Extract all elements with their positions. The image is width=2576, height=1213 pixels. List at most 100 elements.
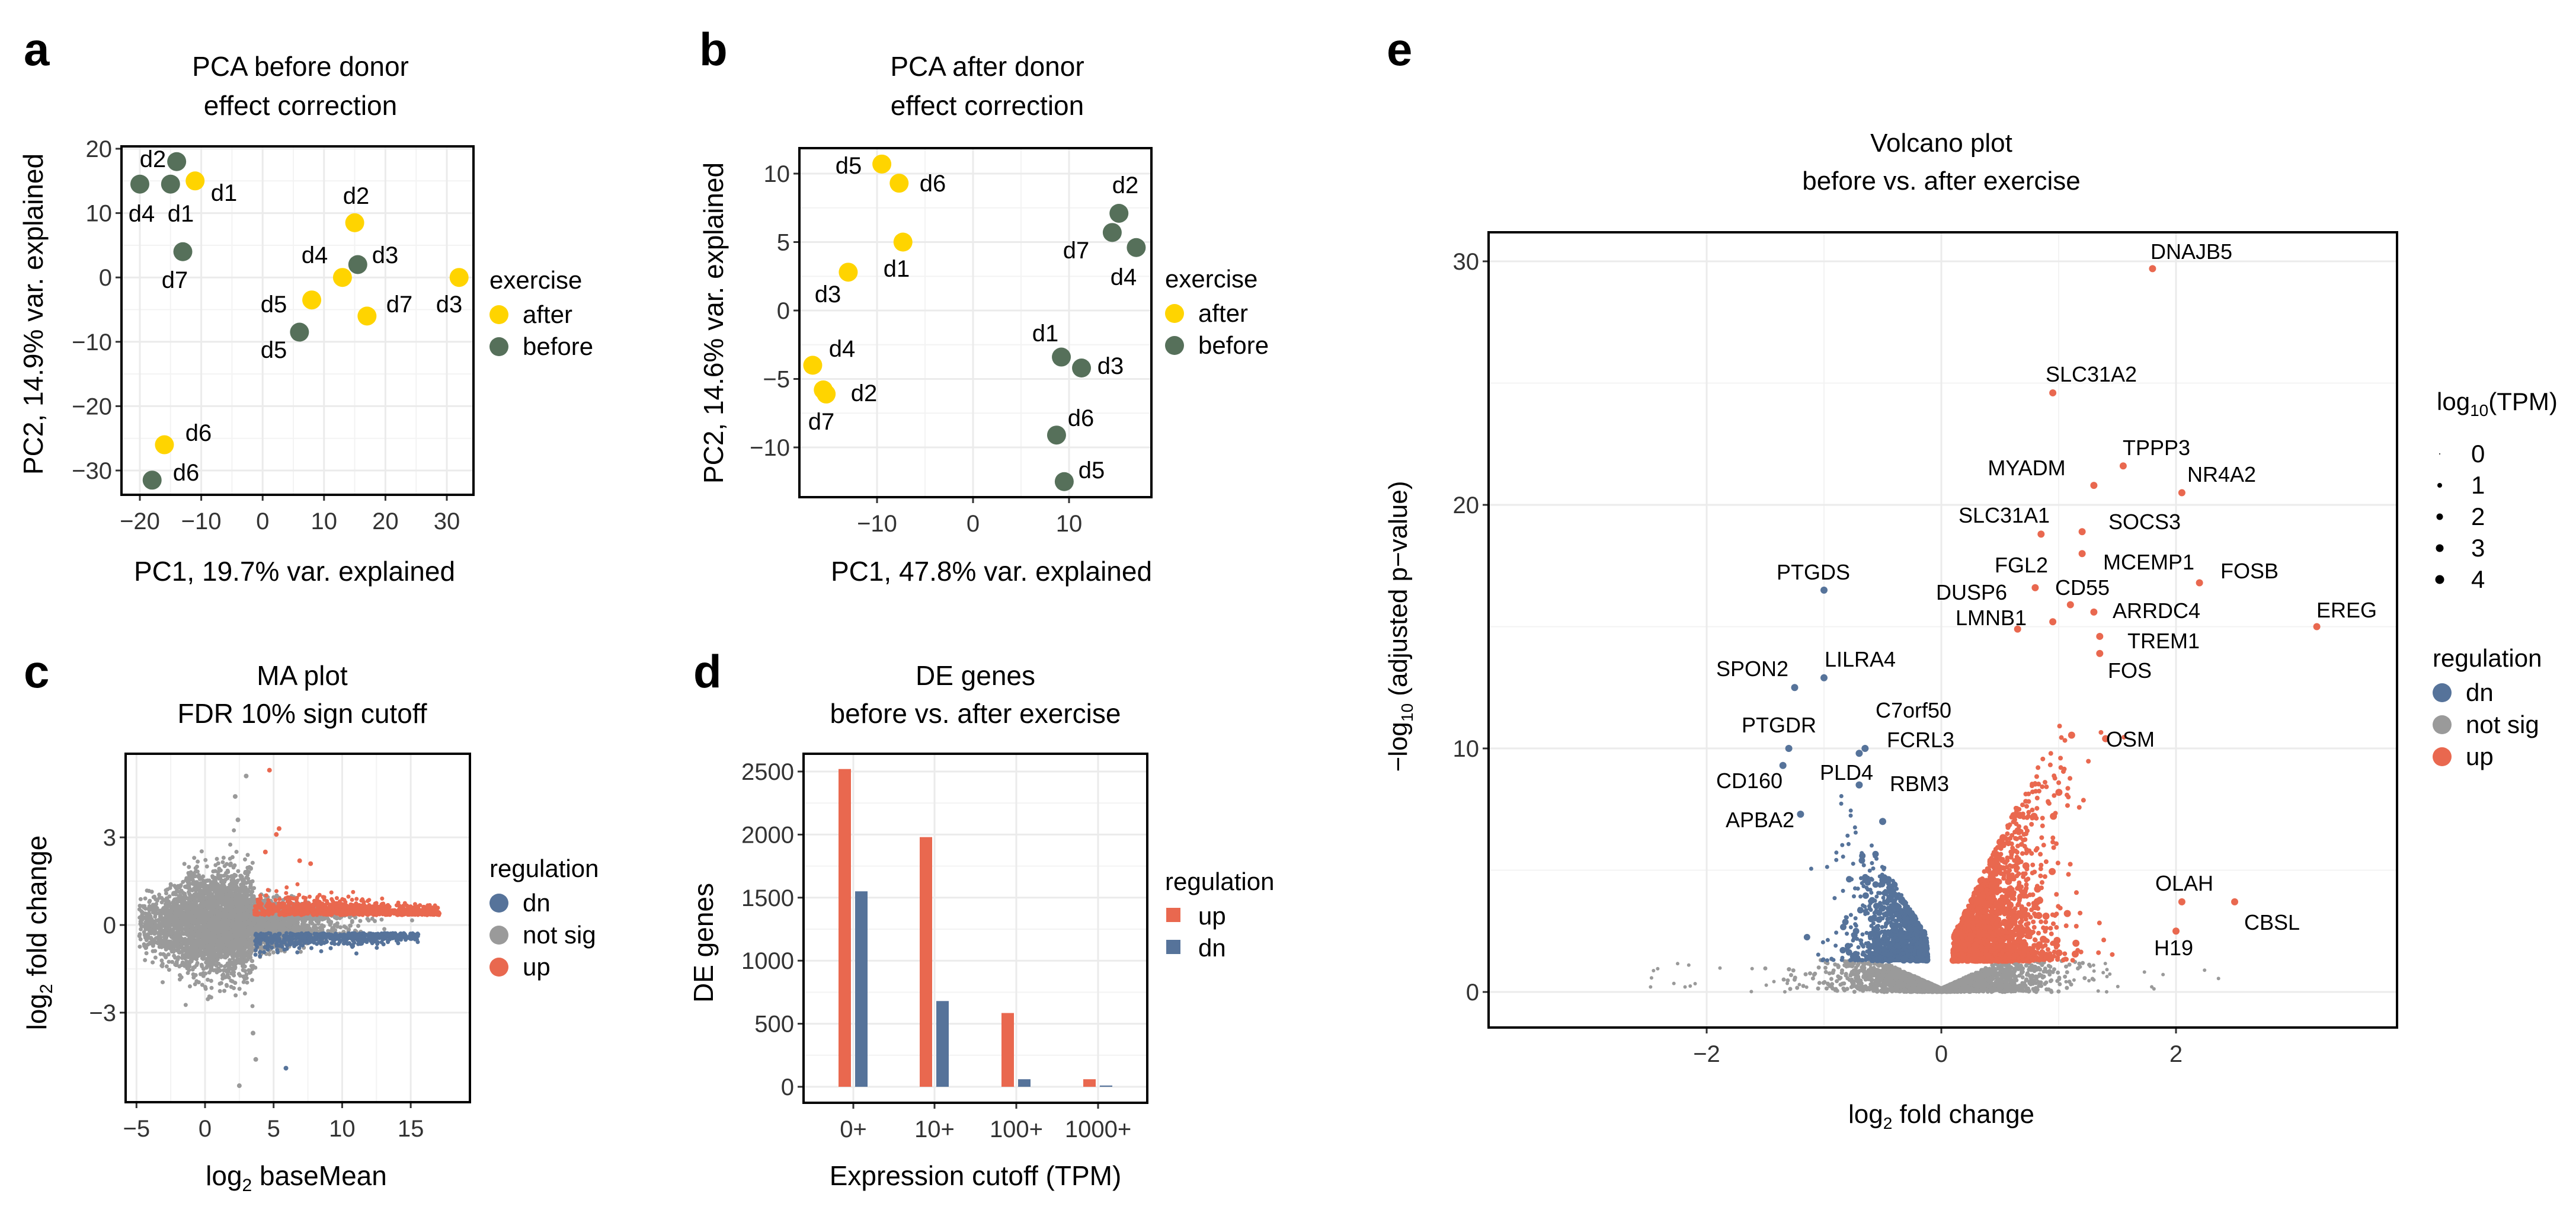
data-point-not-sig: [256, 921, 261, 926]
data-point-not-sig: [143, 946, 148, 950]
data-point-not-sig: [190, 874, 194, 879]
data-point-before: [1052, 347, 1071, 367]
data-point-not-sig: [194, 912, 199, 917]
data-point-not-sig: [220, 976, 225, 981]
data-point-not-sig: [138, 937, 143, 942]
x-tick-label: 0: [256, 508, 269, 535]
data-point-not-sig: [187, 984, 192, 988]
panel-label-b: b: [699, 23, 728, 75]
data-point-not-sig: [138, 897, 143, 901]
data-point-not-sig: [207, 970, 212, 975]
data-point-not-sig: [283, 917, 287, 922]
data-point-not-sig: [207, 911, 212, 916]
data-point-not-sig: [287, 921, 292, 926]
data-point-not-sig: [152, 932, 157, 936]
de-title-line2: before vs. after exercise: [830, 698, 1121, 729]
data-point-not-sig: [250, 1004, 255, 1009]
data-point-before: [1102, 223, 1122, 242]
data-point-not-sig: [243, 870, 248, 875]
data-point-not-sig: [196, 943, 200, 948]
data-point-not-sig: [207, 994, 212, 999]
data-point-not-sig: [222, 884, 226, 888]
point-label: d7: [162, 267, 188, 293]
data-point-not-sig: [356, 923, 361, 928]
data-point-not-sig: [241, 877, 245, 882]
pca-after-plot: −10 0 101050−5−10d5d6d1d3d4d2d7d2d7d4d1d3d…: [750, 147, 1269, 537]
data-point-not-sig: [168, 923, 172, 928]
data-point-not-sig: [192, 856, 197, 860]
y-tick-label: 3: [103, 825, 116, 851]
legend-key-before: [1165, 336, 1184, 355]
data-point-not-sig: [244, 904, 248, 909]
data-point-not-sig: [167, 959, 171, 964]
data-point-not-sig: [180, 902, 185, 907]
panel-label-d: d: [693, 645, 722, 697]
data-point-not-sig: [197, 917, 202, 921]
volcano-x-axis-title: log2 fold change: [1848, 1100, 2034, 1132]
data-point-not-sig: [187, 960, 192, 965]
data-point-not-sig: [231, 905, 235, 910]
data-point-not-sig: [196, 884, 201, 888]
point-label: d2: [140, 146, 167, 172]
data-point-not-sig: [174, 963, 178, 968]
data-point-not-sig: [320, 917, 325, 922]
data-point-not-sig: [236, 908, 241, 913]
data-point-not-sig: [216, 921, 220, 926]
data-point-not-sig: [195, 933, 200, 937]
point-label: d2: [851, 380, 878, 407]
data-point-not-sig: [213, 869, 217, 873]
data-point-not-sig: [314, 918, 319, 923]
data-point-not-sig: [239, 932, 244, 937]
data-point-not-sig: [193, 898, 197, 902]
data-point-not-sig: [249, 978, 254, 982]
data-point-not-sig: [232, 828, 236, 833]
data-point-not-sig: [185, 912, 190, 917]
data-point-not-sig: [382, 927, 387, 932]
data-point-not-sig: [220, 913, 225, 918]
data-point-not-sig: [230, 897, 235, 901]
data-point-not-sig: [209, 937, 214, 942]
data-point-not-sig: [239, 940, 244, 945]
data-point-not-sig: [239, 960, 244, 965]
x-tick-label: 15: [398, 1116, 424, 1142]
y-tick-label: 5: [777, 230, 790, 256]
data-point-not-sig: [228, 856, 232, 861]
data-point-after: [839, 263, 858, 282]
data-point-not-sig: [201, 966, 206, 971]
data-point-not-sig: [196, 859, 200, 864]
data-point-not-sig: [229, 984, 233, 989]
point-label: d7: [386, 292, 413, 318]
point-label: d5: [261, 292, 287, 318]
data-point-not-sig: [210, 875, 215, 880]
data-point-not-sig: [244, 895, 249, 900]
data-point-not-sig: [242, 939, 247, 943]
data-point-up: [380, 896, 385, 901]
data-point-not-sig: [237, 987, 242, 991]
data-point-not-sig: [175, 897, 180, 902]
data-point-not-sig: [232, 942, 237, 946]
data-point-not-sig: [193, 982, 197, 987]
de-title-line1: DE genes: [916, 660, 1035, 691]
data-point-not-sig: [216, 939, 221, 944]
data-point-not-sig: [207, 884, 212, 888]
data-point-not-sig: [159, 914, 164, 919]
data-point-not-sig: [158, 908, 162, 913]
data-point-before: [1054, 472, 1074, 491]
data-point-not-sig: [206, 956, 210, 961]
pca-after-title-line2: effect correction: [891, 90, 1084, 121]
data-point-not-sig: [155, 898, 159, 903]
x-tick-label: −10: [857, 511, 897, 537]
data-point-not-sig: [308, 926, 312, 931]
x-tick-label: 10: [311, 508, 338, 535]
data-point-not-sig: [160, 964, 165, 968]
data-point-not-sig: [215, 947, 220, 952]
data-point-not-sig: [279, 916, 284, 921]
data-point-not-sig: [245, 853, 250, 857]
data-point-not-sig: [206, 977, 210, 982]
data-point-before: [142, 471, 162, 490]
data-point-not-sig: [191, 901, 196, 906]
panel-label-c: c: [24, 645, 49, 697]
data-point-not-sig: [379, 917, 384, 922]
data-point-not-sig: [373, 918, 377, 923]
y-tick-label: −5: [763, 367, 790, 393]
